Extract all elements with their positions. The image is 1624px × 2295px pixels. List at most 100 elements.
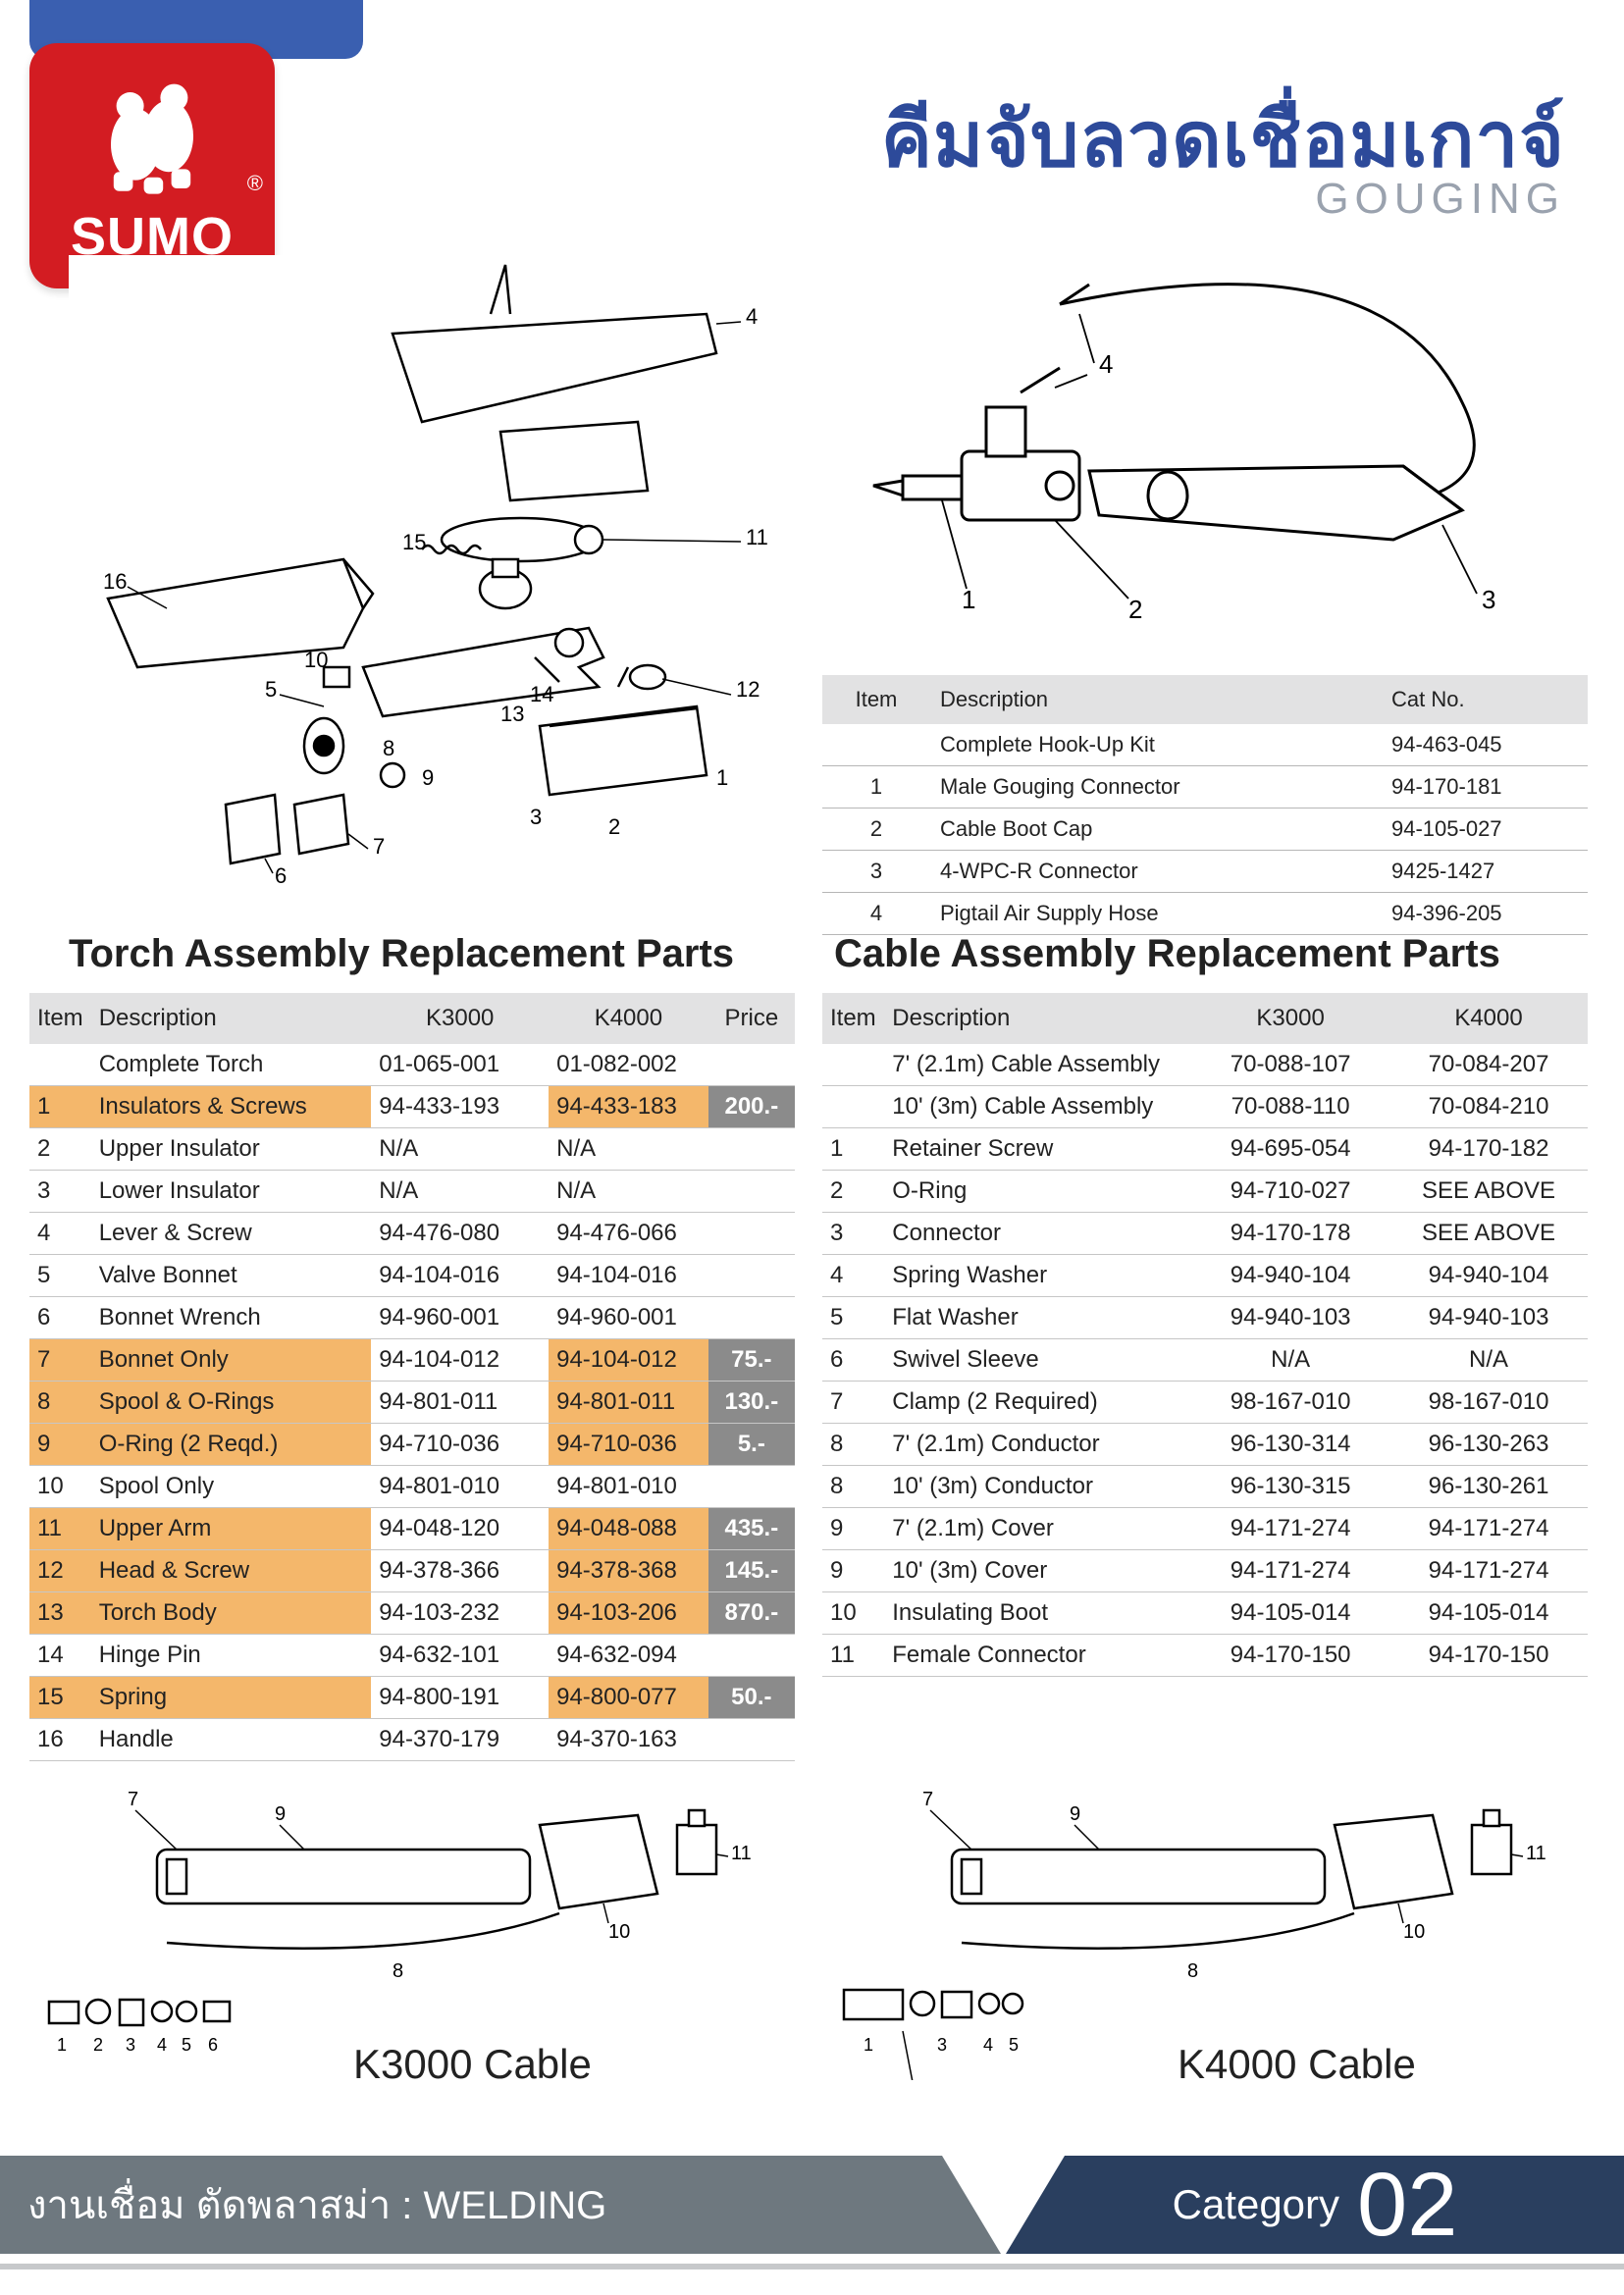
cell-k3000: 94-801-011	[371, 1382, 549, 1424]
brand-logo: SUMO ®	[29, 43, 275, 288]
svg-text:1: 1	[57, 2035, 67, 2055]
col-header-desc: Description	[91, 993, 372, 1044]
svg-text:9: 9	[422, 765, 434, 790]
cell-k3000: 94-960-001	[371, 1297, 549, 1339]
cell-item	[822, 724, 930, 766]
cell-item: 10	[822, 1592, 884, 1635]
table-row: 5Valve Bonnet94-104-01694-104-016	[29, 1255, 795, 1297]
svg-text:8: 8	[383, 736, 394, 760]
cell-description: Insulators & Screws	[91, 1086, 372, 1128]
cell-description: Bonnet Wrench	[91, 1297, 372, 1339]
cell-price: 50.-	[708, 1677, 795, 1719]
col-header-item: Item	[822, 993, 884, 1044]
svg-text:10: 10	[1403, 1921, 1425, 1943]
cell-cat-no: 94-463-045	[1382, 724, 1588, 766]
cell-k3000: 94-105-014	[1191, 1592, 1389, 1635]
cell-k4000: 70-084-210	[1389, 1086, 1588, 1128]
svg-text:12: 12	[736, 677, 760, 702]
cell-description: 4-WPC-R Connector	[930, 851, 1382, 893]
table-row: 7Clamp (2 Required)98-167-01098-167-010	[822, 1382, 1588, 1424]
table-row: 4Pigtail Air Supply Hose94-396-205	[822, 893, 1588, 935]
cell-k4000: 94-433-183	[549, 1086, 708, 1128]
table-row: 1Retainer Screw94-695-05494-170-182	[822, 1128, 1588, 1171]
svg-text:2: 2	[608, 814, 620, 839]
cell-item: 5	[29, 1255, 91, 1297]
svg-text:10: 10	[304, 648, 328, 672]
cell-k3000: 96-130-314	[1191, 1424, 1389, 1466]
cell-description: Swivel Sleeve	[884, 1339, 1191, 1382]
page-title-english: GOUGING	[1315, 175, 1565, 224]
cell-description: 10' (3m) Conductor	[884, 1466, 1191, 1508]
cell-item: 14	[29, 1635, 91, 1677]
k4000-cable-diagram: 7 9 10 11 8 1 3 4 5	[824, 1766, 1590, 2080]
cell-description: Hinge Pin	[91, 1635, 372, 1677]
cell-description: Upper Insulator	[91, 1128, 372, 1171]
svg-text:11: 11	[746, 525, 768, 549]
cell-k4000: 94-370-163	[549, 1719, 708, 1761]
cell-k3000: 94-710-027	[1191, 1171, 1389, 1213]
cell-k4000: 94-104-012	[549, 1339, 708, 1382]
cell-k4000: 94-940-104	[1389, 1255, 1588, 1297]
cell-item: 3	[822, 851, 930, 893]
svg-text:9: 9	[275, 1803, 286, 1825]
cable-section-title: Cable Assembly Replacement Parts	[834, 932, 1500, 976]
svg-text:8: 8	[1187, 1960, 1198, 1982]
cell-k4000: N/A	[1389, 1339, 1588, 1382]
cell-price	[708, 1213, 795, 1255]
cell-description: O-Ring (2 Reqd.)	[91, 1424, 372, 1466]
cell-description: Spool Only	[91, 1466, 372, 1508]
cell-k3000: 94-171-274	[1191, 1508, 1389, 1550]
cell-k4000: SEE ABOVE	[1389, 1213, 1588, 1255]
svg-text:4: 4	[1099, 349, 1113, 379]
cell-description: Retainer Screw	[884, 1128, 1191, 1171]
cell-item: 7	[29, 1339, 91, 1382]
cell-cat-no: 94-170-181	[1382, 766, 1588, 808]
cell-k3000: 94-476-080	[371, 1213, 549, 1255]
cell-description: Complete Torch	[91, 1044, 372, 1086]
cell-k3000: 94-695-054	[1191, 1128, 1389, 1171]
cell-price: 870.-	[708, 1592, 795, 1635]
table-row: 34-WPC-R Connector9425-1427	[822, 851, 1588, 893]
cell-k3000: 94-378-366	[371, 1550, 549, 1592]
col-header-k3000: K3000	[1191, 993, 1389, 1044]
svg-text:6: 6	[208, 2035, 218, 2055]
cell-price	[708, 1044, 795, 1086]
table-row: 3Connector94-170-178SEE ABOVE	[822, 1213, 1588, 1255]
k3000-cable-label: K3000 Cable	[353, 2041, 592, 2088]
cell-k3000: 94-801-010	[371, 1466, 549, 1508]
cell-k4000: 94-105-014	[1389, 1592, 1588, 1635]
cell-k4000: 94-378-368	[549, 1550, 708, 1592]
cell-item: 13	[29, 1592, 91, 1635]
col-header-desc: Description	[884, 993, 1191, 1044]
table-row: 10Insulating Boot94-105-01494-105-014	[822, 1592, 1588, 1635]
table-row: 11Upper Arm94-048-12094-048-088435.-	[29, 1508, 795, 1550]
svg-text:7: 7	[128, 1789, 138, 1810]
table-row: 2Cable Boot Cap94-105-027	[822, 808, 1588, 851]
cell-item: 10	[29, 1466, 91, 1508]
cell-description: Spool & O-Rings	[91, 1382, 372, 1424]
cell-item: 8	[29, 1382, 91, 1424]
col-header-k4000: K4000	[549, 993, 708, 1044]
cell-k3000: 94-104-012	[371, 1339, 549, 1382]
cell-price	[708, 1635, 795, 1677]
cell-k4000: 94-801-010	[549, 1466, 708, 1508]
cell-k3000: 96-130-315	[1191, 1466, 1389, 1508]
page-footer: งานเชื่อม ตัดพลาสม่า : WELDING Category …	[0, 2156, 1624, 2254]
svg-text:4: 4	[157, 2035, 167, 2055]
svg-text:11: 11	[731, 1843, 752, 1864]
table-row: 3Lower InsulatorN/AN/A	[29, 1171, 795, 1213]
footer-left-text: งานเชื่อม ตัดพลาสม่า : WELDING	[27, 2173, 606, 2236]
svg-text:1: 1	[864, 2035, 873, 2055]
svg-text:3: 3	[530, 805, 542, 829]
cell-price	[708, 1171, 795, 1213]
svg-text:3: 3	[1482, 585, 1495, 614]
svg-text:9: 9	[1070, 1803, 1080, 1825]
cell-price: 75.-	[708, 1339, 795, 1382]
svg-text:1: 1	[962, 585, 975, 614]
cell-k4000: 94-801-011	[549, 1382, 708, 1424]
cell-k4000: 96-130-263	[1389, 1424, 1588, 1466]
cell-k3000: 94-940-104	[1191, 1255, 1389, 1297]
svg-text:4: 4	[983, 2035, 993, 2055]
cell-k3000: 94-800-191	[371, 1677, 549, 1719]
col-header-k4000: K4000	[1389, 993, 1588, 1044]
